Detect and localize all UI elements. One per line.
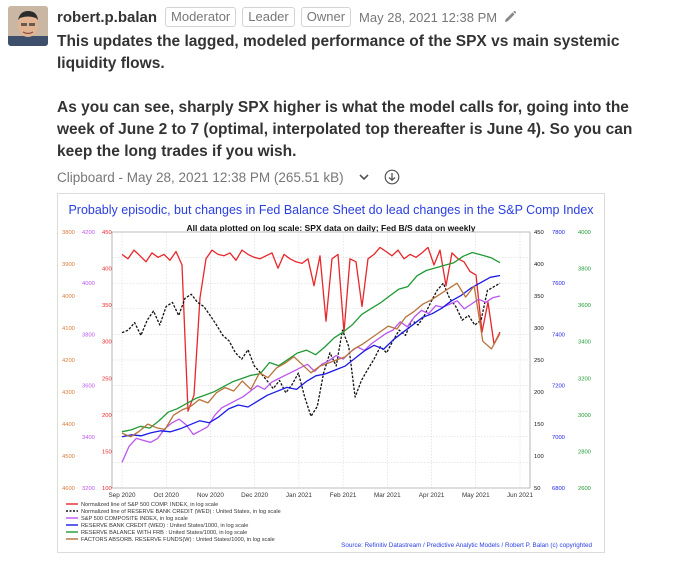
chart-title: Probably episodic, but changes in Fed Ba… xyxy=(68,203,594,217)
series-line xyxy=(121,274,501,438)
y-tick-label: 100 xyxy=(534,454,544,460)
y-tick-label: 3800 xyxy=(82,332,95,338)
legend-label: Normalized line of S&P 500 COMP. INDEX, … xyxy=(81,502,218,508)
y-tick-label: 7200 xyxy=(552,384,565,390)
y-tick-label: 4500 xyxy=(62,454,75,460)
y-tick-label: 4600 xyxy=(62,486,75,492)
y-tick-label: 2600 xyxy=(578,486,591,492)
chart-image[interactable]: Probably episodic, but changes in Fed Ba… xyxy=(57,193,605,553)
y-tick-label: 3600 xyxy=(578,303,591,309)
message-header: robert.p.balan Moderator Leader Owner Ma… xyxy=(57,6,517,28)
y-tick-label: 350 xyxy=(102,303,112,309)
x-tick-label: Jun 2021 xyxy=(507,492,533,499)
y-tick-label: 250 xyxy=(102,376,112,382)
y-tick-label: 7000 xyxy=(552,435,565,441)
chevron-down-icon[interactable] xyxy=(358,171,370,183)
legend-label: RESERVE BANK CREDIT (WED) : United State… xyxy=(81,523,248,529)
y-tick-label: 6800 xyxy=(552,486,565,492)
legend-label: Normalized line of RESERVE BANK CREDIT (… xyxy=(81,509,281,515)
y-tick-label: 400 xyxy=(102,267,112,273)
x-tick-label: Dec 2020 xyxy=(241,492,268,499)
avatar[interactable] xyxy=(8,6,48,46)
y-tick-label: 3600 xyxy=(82,384,95,390)
y-tick-label: 4200 xyxy=(82,230,95,236)
chart-subtitle: All data plotted on log scale: SPX data … xyxy=(186,223,475,233)
x-tick-label: Jan 2021 xyxy=(286,492,312,499)
badge-leader: Leader xyxy=(242,7,295,27)
y-tick-label: 3800 xyxy=(578,267,591,273)
y-tick-label: 450 xyxy=(534,230,544,236)
y-tick-label: 4100 xyxy=(62,326,75,332)
message-timestamp[interactable]: May 28, 2021 12:38 PM xyxy=(359,9,498,25)
y-tick-label: 4000 xyxy=(578,230,591,236)
y-tick-label: 3800 xyxy=(62,230,75,236)
pencil-icon[interactable] xyxy=(503,10,517,24)
y-tick-label: 200 xyxy=(102,413,112,419)
y-tick-label: 3400 xyxy=(578,340,591,346)
y-tick-label: 3900 xyxy=(62,262,75,268)
y-tick-label: 350 xyxy=(534,294,544,300)
y-tick-label: 7400 xyxy=(552,332,565,338)
y-tick-label: 3200 xyxy=(82,486,95,492)
message-paragraph: This updates the lagged, modeled perform… xyxy=(57,33,620,72)
y-tick-label: 4300 xyxy=(62,390,75,396)
legend-label: RESERVE BALANCE WITH FRB : United States… xyxy=(81,530,247,536)
y-tick-label: 400 xyxy=(534,262,544,268)
x-tick-label: Apr 2021 xyxy=(419,492,445,499)
series-line xyxy=(121,295,501,463)
y-tick-label: 4400 xyxy=(62,422,75,428)
y-tick-label: 300 xyxy=(534,326,544,332)
y-tick-label: 2800 xyxy=(578,449,591,455)
y-tick-label: 100 xyxy=(102,486,112,492)
y-tick-label: 4000 xyxy=(82,281,95,287)
download-icon[interactable] xyxy=(384,169,400,185)
y-tick-label: 250 xyxy=(534,358,544,364)
y-tick-label: 4000 xyxy=(62,294,75,300)
series-line xyxy=(121,251,501,433)
y-tick-label: 7800 xyxy=(552,230,565,236)
y-tick-label: 3000 xyxy=(578,413,591,419)
y-tick-label: 50 xyxy=(534,486,540,492)
y-tick-label: 3400 xyxy=(82,435,95,441)
x-tick-label: Oct 2020 xyxy=(153,492,179,499)
legend-label: FACTORS ABSORB. RESERVE FUNDS(W) : Unite… xyxy=(81,537,275,543)
y-tick-label: 3200 xyxy=(578,376,591,382)
message-body: This updates the lagged, modeled perform… xyxy=(57,31,669,163)
sender-name[interactable]: robert.p.balan xyxy=(57,8,158,26)
y-tick-label: 150 xyxy=(102,449,112,455)
x-tick-label: Sep 2020 xyxy=(109,492,136,499)
series-line xyxy=(121,282,501,417)
y-tick-label: 7600 xyxy=(552,281,565,287)
chart-source: Source: Refinitiv Datastream / Predictiv… xyxy=(341,542,592,549)
x-tick-label: Feb 2021 xyxy=(330,492,357,499)
message-paragraph: As you can see, sharply SPX higher is wh… xyxy=(57,99,633,160)
badge-owner: Owner xyxy=(300,7,352,27)
series-line xyxy=(121,282,501,438)
y-tick-label: 300 xyxy=(102,340,112,346)
x-tick-label: Mar 2021 xyxy=(374,492,401,499)
series-line xyxy=(121,246,501,412)
attachment-row: Clipboard - May 28, 2021 12:38 PM (265.5… xyxy=(57,169,400,185)
x-tick-label: Nov 2020 xyxy=(197,492,224,499)
attachment-label[interactable]: Clipboard - May 28, 2021 12:38 PM (265.5… xyxy=(57,169,344,185)
legend-label: S&P 500 COMPOSITE INDEX, in log scale xyxy=(81,516,188,522)
x-tick-label: May 2021 xyxy=(462,492,490,499)
y-tick-label: 450 xyxy=(102,230,112,236)
y-tick-label: 150 xyxy=(534,422,544,428)
y-tick-label: 4200 xyxy=(62,358,75,364)
badge-moderator: Moderator xyxy=(165,7,237,27)
y-tick-label: 200 xyxy=(534,390,544,396)
